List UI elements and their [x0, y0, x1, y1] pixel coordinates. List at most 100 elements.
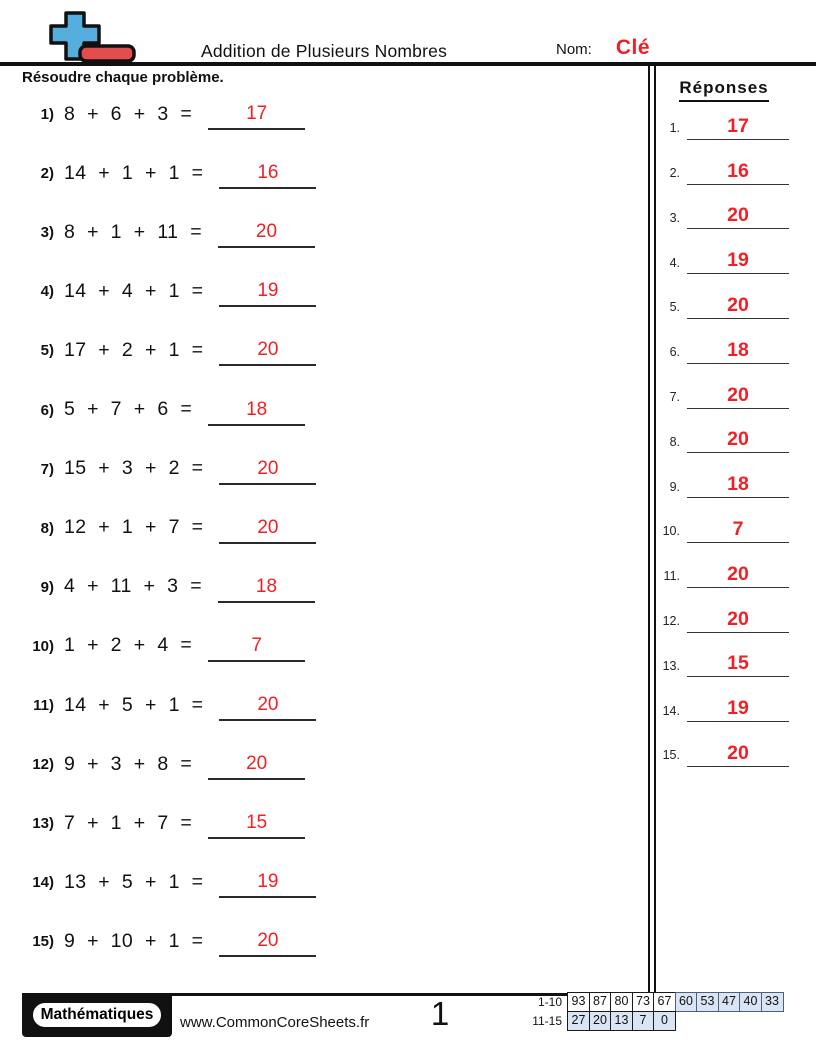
answer-blank[interactable]: 20 — [208, 754, 306, 781]
answer-value: 20 — [727, 607, 749, 630]
problem-expression: 17 + 2 + 1 = — [64, 338, 204, 361]
problem-number: 8) — [40, 519, 54, 537]
problem-answer: 20 — [255, 221, 278, 243]
answer-line: 15 — [687, 652, 789, 678]
answer-blank[interactable]: 16 — [219, 163, 317, 190]
answer-row: 12. 20 — [656, 586, 792, 633]
answer-row: 9. 18 — [656, 451, 792, 499]
problem-row: 13) 7 + 1 + 7 = 15 — [22, 774, 640, 840]
answer-number: 1. — [669, 121, 680, 136]
problem-expression: 14 + 4 + 1 = — [64, 279, 204, 302]
problem-row: 3) 8 + 1 + 11 = 20 — [22, 183, 640, 249]
problem-row: 4) 14 + 4 + 1 = 19 — [22, 242, 640, 308]
answer-value: 19 — [727, 249, 749, 272]
answer-line: 20 — [687, 204, 789, 230]
answer-row: 11. 20 — [656, 541, 792, 588]
score-table: 1-10 93 87 80 73 67 60 53 47 40 33 11-15 27 20 13 7 0 — [522, 992, 784, 1031]
problem-row: 8) 12 + 1 + 7 = 20 — [22, 479, 640, 544]
problem-answer: 20 — [257, 694, 279, 716]
problem-answer: 19 — [257, 871, 279, 893]
answer-blank[interactable]: 15 — [208, 812, 306, 840]
answer-number: 4. — [669, 255, 680, 270]
problem-number: 2) — [40, 165, 54, 183]
answer-row: 14. 19 — [656, 675, 792, 723]
answers-title-wrap: Réponses — [656, 72, 792, 102]
problem-answer: 18 — [255, 575, 278, 597]
problem-number: 7) — [40, 460, 54, 478]
answer-number: 15. — [662, 748, 680, 763]
answer-blank[interactable]: 20 — [219, 340, 317, 367]
answer-row: 5. 20 — [656, 272, 792, 319]
answer-blank[interactable]: 18 — [208, 400, 306, 426]
answer-blank[interactable]: 17 — [208, 104, 306, 131]
problem-expression: 4 + 11 + 3 = — [64, 575, 202, 598]
problem-expression: 13 + 5 + 1 = — [64, 870, 204, 893]
problem-expression: 9 + 10 + 1 = — [64, 929, 204, 952]
answer-line: 7 — [687, 519, 789, 543]
answer-line: 20 — [687, 430, 789, 454]
problem-answer: 15 — [246, 812, 268, 834]
score-cell: 60 — [674, 992, 698, 1012]
answer-blank[interactable]: 20 — [219, 694, 317, 722]
answer-line: 19 — [687, 249, 789, 275]
answers-panel: Réponses 1. 17 2. 16 3. 20 4. 19 5. 20 6… — [656, 0, 792, 994]
answer-blank[interactable]: 19 — [219, 280, 317, 308]
answer-row: 4. 19 — [656, 227, 792, 275]
footer-divider — [22, 993, 784, 996]
header-divider — [0, 62, 816, 66]
answer-row: 7. 20 — [656, 362, 792, 409]
answer-blank[interactable]: 20 — [219, 516, 317, 544]
problem-number: 15) — [32, 933, 54, 951]
answer-line: 20 — [687, 564, 789, 588]
answer-blank[interactable]: 19 — [219, 871, 317, 899]
answer-line: 17 — [687, 116, 789, 140]
answer-line: 18 — [687, 338, 789, 364]
subject-badge-label: Mathématiques — [29, 1000, 165, 1030]
score-cell: 33 — [760, 992, 784, 1012]
answer-number: 11. — [663, 569, 680, 584]
answer-number: 7. — [669, 390, 680, 405]
answer-blank[interactable]: 18 — [217, 575, 315, 603]
problem-row: 10) 1 + 2 + 4 = 7 — [22, 597, 640, 662]
answer-blank[interactable]: 20 — [219, 931, 317, 958]
answer-number: 6. — [669, 345, 680, 360]
score-cell: 80 — [610, 992, 633, 1012]
problem-number: 13) — [32, 815, 54, 833]
problem-row: 7) 15 + 3 + 2 = 20 — [22, 420, 640, 485]
problem-answer: 19 — [257, 280, 279, 302]
answer-value: 18 — [727, 338, 749, 361]
name-value: Clé — [615, 36, 651, 59]
answer-value: 20 — [727, 741, 749, 764]
problem-row: 5) 17 + 2 + 1 = 20 — [22, 301, 640, 367]
plus-minus-logo-icon — [36, 10, 152, 64]
problem-row: 14) 13 + 5 + 1 = 19 — [22, 833, 640, 899]
answer-value: 20 — [727, 293, 749, 316]
answer-number: 8. — [669, 434, 680, 449]
problem-answer: 20 — [257, 516, 279, 538]
score-cell: 73 — [631, 992, 655, 1012]
answer-row: 2. 16 — [656, 138, 792, 185]
answer-number: 5. — [669, 300, 680, 315]
answer-blank[interactable]: 7 — [208, 636, 306, 662]
problem-expression: 8 + 1 + 11 = — [64, 220, 202, 243]
answer-blank[interactable]: 20 — [217, 221, 315, 249]
answer-row: 3. 20 — [656, 183, 792, 230]
page-title: Addition de Plusieurs Nombres — [200, 41, 448, 61]
problem-expression: 12 + 1 + 7 = — [64, 516, 204, 539]
answer-value: 20 — [727, 204, 749, 227]
problem-number: 14) — [32, 874, 54, 892]
answer-number: 2. — [669, 166, 680, 181]
problem-expression: 14 + 1 + 1 = — [64, 161, 204, 184]
answer-value: 15 — [727, 652, 749, 675]
problem-row: 6) 5 + 7 + 6 = 18 — [22, 360, 640, 426]
answer-line: 19 — [687, 698, 789, 723]
website-link[interactable]: www.CommonCoreSheets.fr — [180, 1014, 370, 1031]
answers-title: Réponses — [679, 78, 769, 102]
answer-blank[interactable]: 20 — [219, 459, 317, 485]
answer-row: 8. 20 — [656, 407, 792, 454]
answer-number: 3. — [669, 210, 680, 225]
problem-number: 6) — [40, 401, 54, 419]
problem-expression: 14 + 5 + 1 = — [64, 693, 204, 716]
answer-number: 9. — [669, 479, 680, 494]
